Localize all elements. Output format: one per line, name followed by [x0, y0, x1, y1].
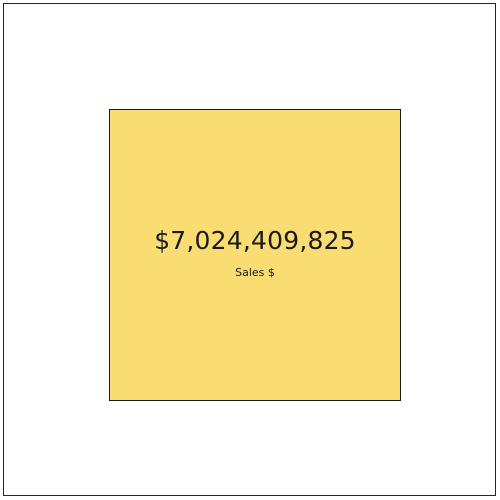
visual-frame: $7,024,409,825 Sales $ — [3, 3, 496, 496]
kpi-card[interactable]: $7,024,409,825 Sales $ — [109, 109, 401, 401]
kpi-value: $7,024,409,825 — [154, 226, 356, 255]
kpi-label: Sales $ — [235, 266, 275, 279]
